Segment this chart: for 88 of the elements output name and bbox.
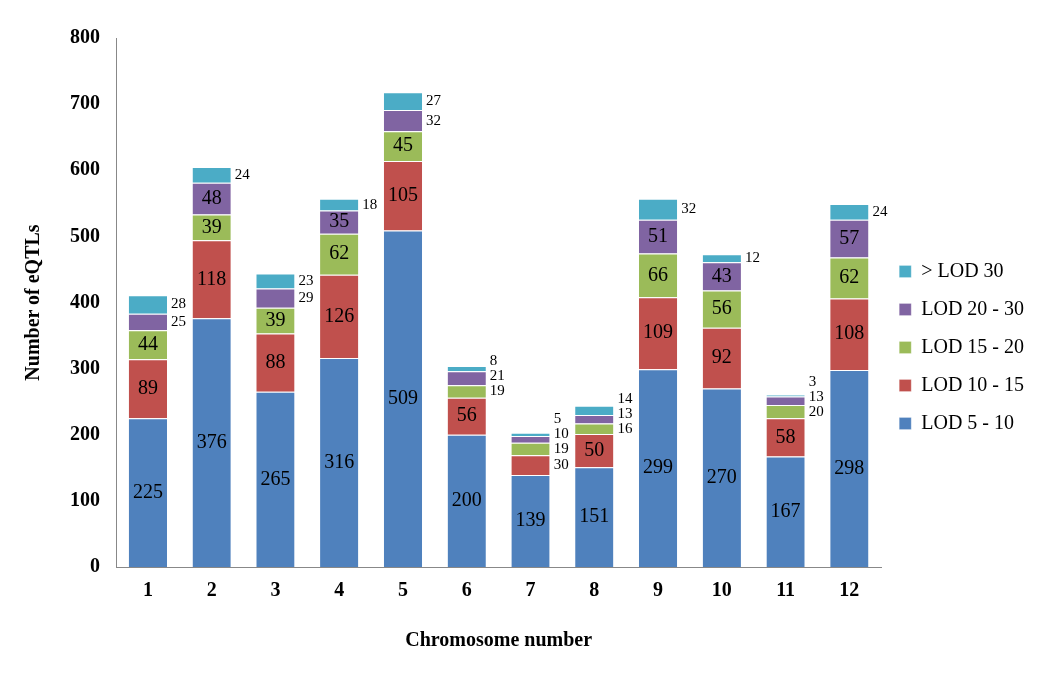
data-label: 29: [298, 289, 314, 306]
x-tick-label: 8: [589, 578, 600, 601]
data-label: 509: [387, 385, 418, 408]
data-label: 89: [137, 376, 158, 399]
x-tick-label: 6: [461, 578, 472, 601]
x-tick-label: 11: [776, 578, 796, 601]
data-label: 200: [451, 488, 482, 511]
data-label: 21: [489, 367, 505, 384]
data-label: 105: [387, 182, 418, 205]
data-label: 66: [648, 262, 669, 285]
y-tick-label: 700: [70, 91, 100, 114]
data-label: 51: [648, 223, 669, 246]
data-label: 13: [617, 404, 633, 421]
y-tick-label: 400: [70, 289, 100, 312]
x-tick-label: 12: [839, 578, 860, 601]
data-label: 50: [584, 437, 605, 460]
data-label: 12: [744, 249, 760, 266]
data-label: 25: [171, 312, 187, 329]
data-label: 92: [711, 345, 732, 368]
x-tick-label: 4: [334, 578, 345, 601]
data-label: 35: [329, 209, 350, 232]
x-tick-label: 2: [206, 578, 217, 601]
data-label: 14: [617, 389, 633, 406]
data-label: 270: [706, 464, 737, 487]
x-tick-label: 9: [653, 578, 664, 601]
data-label: 139: [515, 508, 546, 531]
data-label: 265: [260, 466, 291, 489]
x-tick-label: 7: [525, 578, 536, 601]
y-tick-label: 0: [90, 554, 100, 577]
x-tick-label: 5: [397, 578, 408, 601]
x-tick-label: 10: [711, 578, 732, 601]
legend-label: LOD 10 - 15: [921, 372, 1024, 395]
data-label: 13: [808, 387, 824, 404]
data-label: 109: [643, 320, 674, 343]
y-tick-label: 800: [70, 25, 100, 48]
data-label: 32: [426, 111, 442, 128]
y-tick-label: 600: [70, 157, 100, 180]
data-label: 56: [456, 403, 477, 426]
legend-label: LOD 5 - 10: [921, 410, 1014, 433]
data-label: 10: [553, 424, 569, 441]
data-label: 88: [265, 349, 286, 372]
legend-label: LOD 20 - 30: [921, 296, 1024, 319]
data-label: 20: [808, 402, 824, 419]
data-label: 57: [839, 225, 860, 248]
data-label: 8: [489, 352, 498, 369]
data-label: 27: [426, 92, 442, 109]
x-tick-label: 1: [142, 578, 153, 601]
data-label: 16: [617, 419, 633, 436]
data-label: 3: [808, 372, 817, 389]
x-tick-label: 3: [270, 578, 281, 601]
legend-label: > LOD 30: [921, 258, 1004, 281]
data-label: 32: [681, 200, 697, 217]
y-tick-label: 300: [70, 355, 100, 378]
data-label: 39: [265, 307, 286, 330]
data-label: 126: [324, 303, 355, 326]
data-label: 43: [711, 263, 732, 286]
data-label: 376: [196, 429, 227, 452]
data-label: 62: [329, 241, 350, 264]
y-tick-label: 100: [70, 488, 100, 511]
y-axis-title: Number of eQTLs: [21, 224, 44, 381]
data-label: 108: [834, 321, 865, 344]
data-label: 299: [643, 455, 674, 478]
legend-label: LOD 15 - 20: [921, 334, 1024, 357]
data-label: 316: [324, 449, 355, 472]
data-label: 48: [201, 185, 222, 208]
y-tick-label: 200: [70, 421, 100, 444]
data-label: 298: [834, 455, 865, 478]
data-label: 58: [775, 424, 796, 447]
data-label: 23: [298, 271, 314, 288]
data-label: 118: [197, 266, 227, 289]
data-label: 24: [234, 165, 251, 182]
y-tick-label: 500: [70, 223, 100, 246]
data-label: 5: [553, 409, 562, 426]
data-label: 62: [839, 265, 860, 288]
data-label: 45: [392, 133, 413, 156]
data-label: 24: [872, 202, 888, 219]
data-label: 167: [770, 499, 801, 522]
data-label: 225: [132, 479, 163, 502]
data-label: 18: [362, 195, 378, 212]
data-label: 39: [201, 214, 222, 237]
x-axis-title: Chromosome number: [405, 628, 593, 651]
data-label: 19: [553, 439, 569, 456]
data-label: 30: [553, 456, 569, 473]
data-label: 28: [171, 295, 187, 312]
data-label: 19: [489, 382, 505, 399]
data-label: 151: [579, 504, 610, 527]
data-label: 56: [711, 296, 732, 319]
data-label: 44: [137, 332, 158, 355]
